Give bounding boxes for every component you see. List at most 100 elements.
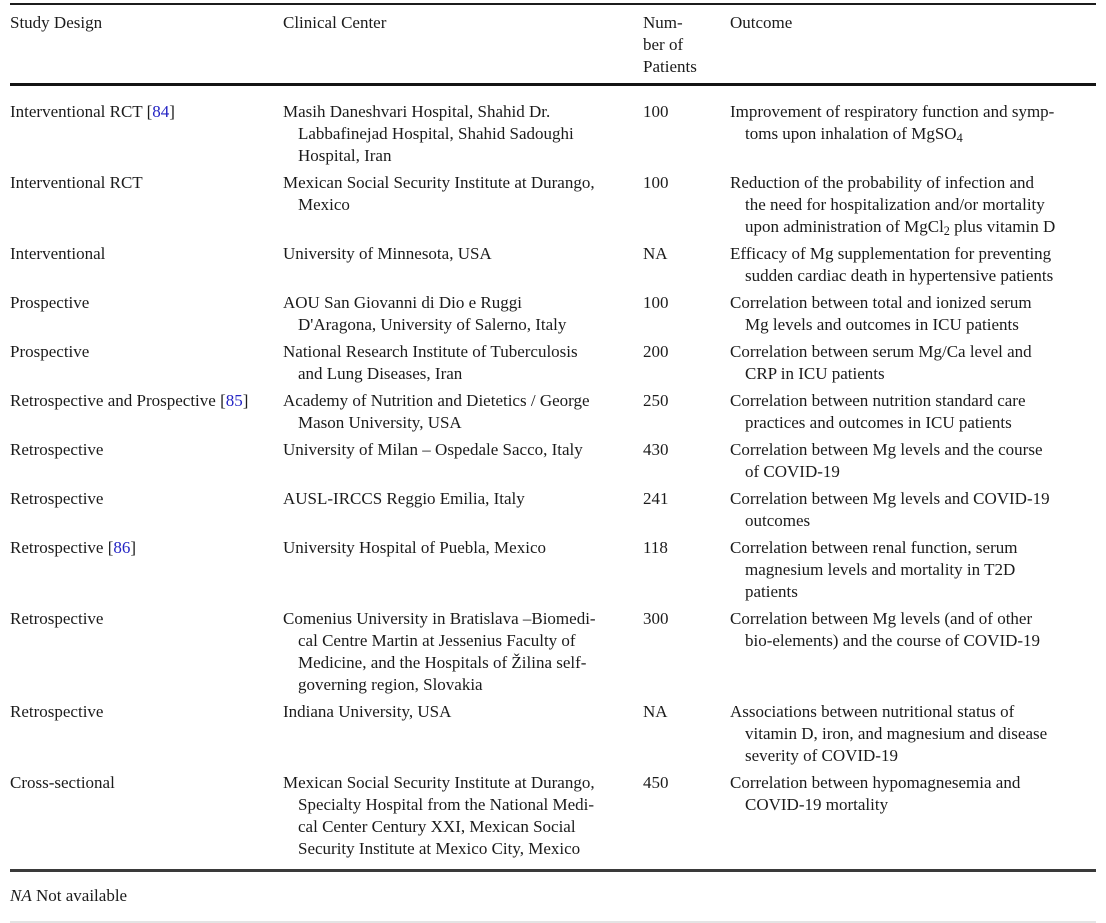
outcome-cell: Improvement of respiratory function and …: [730, 101, 1096, 145]
patients-count-cell: NA: [643, 702, 668, 721]
col-header-outcome: Outcome: [730, 13, 793, 32]
table-row: Retrospective and Prospective [85] Acade…: [10, 390, 1096, 434]
outcome-text-after-subscript: plus vitamin D: [949, 217, 1056, 236]
citation-number: 86: [113, 538, 131, 557]
footnote-abbreviation: NA: [10, 886, 32, 905]
clinical-center-cell: AUSL-IRCCS Reggio Emilia, Italy: [283, 489, 525, 508]
clinical-center-cell: Mexican Social Security Institute at Dur…: [283, 773, 595, 858]
study-design-cell: Retrospective: [10, 608, 283, 630]
citation-bracket-close: ]: [130, 538, 137, 557]
outcome-text: Efficacy of Mg supplementation for preve…: [730, 244, 1054, 285]
table-row: Prospective AOU San Giovanni di Dio e Ru…: [10, 292, 1096, 336]
study-design-text: Retrospective and Prospective: [10, 391, 216, 410]
table-row: Retrospective AUSL-IRCCS Reggio Emilia, …: [10, 488, 1096, 532]
study-design-cell: Interventional RCT: [10, 172, 283, 194]
study-design-cell: Retrospective and Prospective [85]: [10, 390, 283, 412]
outcome-cell: Correlation between Mg levels and COVID-…: [730, 488, 1096, 532]
table-body: Interventional RCT [84] Masih Daneshvari…: [10, 86, 1096, 865]
outcome-text: Correlation between total and ionized se…: [730, 293, 1032, 334]
paper-table-page: Study Design Clinical Center Num- ber of…: [10, 3, 1096, 923]
table-row: Retrospective Comenius University in Bra…: [10, 608, 1096, 696]
patients-count-cell: 100: [643, 102, 669, 121]
clinical-center-cell: Masih Daneshvari Hospital, Shahid Dr. La…: [283, 102, 574, 165]
study-design-cell: Interventional RCT [84]: [10, 101, 283, 123]
patients-count-cell: 100: [643, 293, 669, 312]
outcome-cell: Reduction of the probability of infectio…: [730, 172, 1096, 238]
study-design-text: Retrospective: [10, 440, 104, 459]
citation-link[interactable]: [86]: [103, 538, 136, 557]
outcome-text: Correlation between nutrition standard c…: [730, 391, 1026, 432]
outcome-text: Correlation between renal function, seru…: [730, 538, 1018, 601]
outcome-cell: Correlation between nutrition standard c…: [730, 390, 1096, 434]
study-design-text: Retrospective: [10, 702, 104, 721]
chemical-subscript: 4: [956, 131, 963, 146]
table-top-rule: [10, 3, 1096, 5]
table-row: Cross-sectional Mexican Social Security …: [10, 772, 1096, 860]
table-row: Prospective National Research Institute …: [10, 341, 1096, 385]
col-header-clinical-center: Clinical Center: [283, 13, 387, 32]
outcome-text: Reduction of the probability of infectio…: [730, 173, 1045, 236]
study-design-text: Interventional RCT: [10, 102, 143, 121]
clinical-center-cell: Indiana University, USA: [283, 702, 452, 721]
citation-bracket-open: [: [142, 102, 153, 121]
table-row: Retrospective University of Milan – Ospe…: [10, 439, 1096, 483]
patients-count-cell: 200: [643, 342, 669, 361]
study-design-text: Interventional RCT: [10, 173, 143, 192]
citation-bracket-open: [: [103, 538, 114, 557]
study-design-text: Prospective: [10, 293, 90, 312]
citation-link[interactable]: [85]: [215, 391, 249, 410]
table-header-row: Study Design Clinical Center Num- ber of…: [10, 5, 1096, 86]
clinical-center-cell: University of Minnesota, USA: [283, 244, 492, 263]
citation-bracket-close: ]: [169, 102, 175, 121]
citation-bracket-close: ]: [242, 391, 249, 410]
study-design-cell: Retrospective: [10, 488, 283, 510]
outcome-text: Correlation between hypomagnesemia and C…: [730, 773, 1021, 814]
outcome-cell: Correlation between hypomagnesemia and C…: [730, 772, 1096, 816]
citation-bracket-open: [: [215, 391, 226, 410]
clinical-center-cell: Academy of Nutrition and Dietetics / Geo…: [283, 391, 590, 432]
outcome-text: Improvement of respiratory function and …: [730, 102, 1055, 143]
study-design-text: Retrospective: [10, 538, 104, 557]
citation-number: 84: [152, 102, 170, 121]
footnote-text: Not available: [31, 886, 128, 905]
study-design-text: Retrospective: [10, 489, 104, 508]
table-row: Retrospective Indiana University, USA NA…: [10, 701, 1096, 767]
outcome-text: Associations between nutritional status …: [730, 702, 1048, 765]
chemical-subscript: 2: [943, 224, 950, 239]
outcome-cell: Correlation between Mg levels (and of ot…: [730, 608, 1096, 652]
col-header-study-design: Study Design: [10, 13, 103, 32]
clinical-center-cell: AOU San Giovanni di Dio e Ruggi D'Aragon…: [283, 293, 567, 334]
clinical-center-cell: Mexican Social Security Institute at Dur…: [283, 173, 595, 214]
study-design-text: Retrospective: [10, 609, 104, 628]
outcome-cell: Correlation between total and ionized se…: [730, 292, 1096, 336]
clinical-center-cell: University of Milan – Ospedale Sacco, It…: [283, 440, 583, 459]
outcome-cell: Associations between nutritional status …: [730, 701, 1096, 767]
table-row: Interventional RCT [84] Masih Daneshvari…: [10, 101, 1096, 167]
citation-number: 85: [225, 391, 243, 410]
study-design-cell: Prospective: [10, 292, 283, 314]
table-footnote: NA Not available: [10, 872, 1096, 921]
study-design-text: Interventional: [10, 244, 106, 263]
patients-count-cell: 241: [643, 489, 669, 508]
outcome-cell: Correlation between renal function, seru…: [730, 537, 1096, 603]
patients-count-cell: 100: [643, 173, 669, 192]
outcome-cell: Correlation between serum Mg/Ca level an…: [730, 341, 1096, 385]
table-row: Retrospective [86] University Hospital o…: [10, 537, 1096, 603]
table-bottom-rule: [10, 869, 1096, 872]
outcome-text: Correlation between Mg levels (and of ot…: [730, 609, 1041, 650]
study-design-cell: Retrospective [86]: [10, 537, 283, 559]
outcome-text: Correlation between Mg levels and the co…: [730, 440, 1043, 481]
study-design-cell: Cross-sectional: [10, 772, 283, 794]
col-header-number-of-patients: Num- ber of Patients: [643, 13, 697, 76]
study-design-text: Cross-sectional: [10, 773, 115, 792]
study-design-text: Prospective: [10, 342, 90, 361]
clinical-center-cell: University Hospital of Puebla, Mexico: [283, 538, 546, 557]
study-design-cell: Retrospective: [10, 439, 283, 461]
patients-count-cell: 118: [643, 538, 668, 557]
citation-link[interactable]: [84]: [142, 102, 175, 121]
clinical-center-cell: Comenius University in Bratislava –Biome…: [283, 609, 596, 694]
patients-count-cell: 430: [643, 440, 669, 459]
outcome-cell: Efficacy of Mg supplementation for preve…: [730, 243, 1096, 287]
outcome-text: Correlation between Mg levels and COVID-…: [730, 489, 1050, 530]
patients-count-cell: NA: [643, 244, 668, 263]
